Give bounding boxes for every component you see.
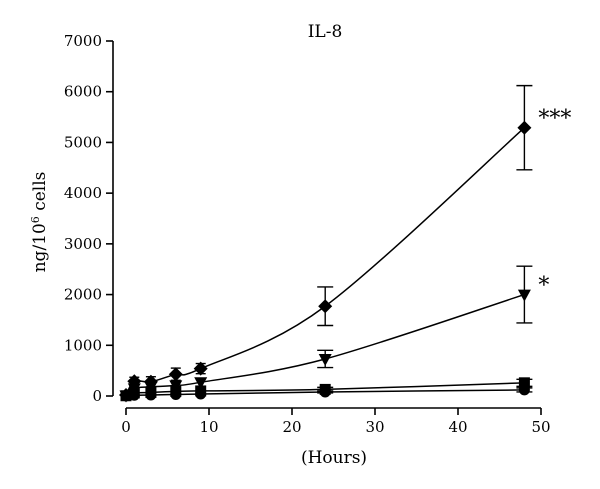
series-circle xyxy=(120,384,533,402)
square-marker xyxy=(518,377,530,389)
annotation-layer: **** xyxy=(538,107,571,299)
y-axis-title: ng/106 cells xyxy=(29,172,50,273)
y-tick-label: 2000 xyxy=(64,286,102,304)
series-layer xyxy=(119,84,533,403)
axes xyxy=(112,41,541,409)
x-axis-title: (Hours) xyxy=(301,448,367,468)
triangle-marker xyxy=(194,377,208,390)
chart-title: IL-8 xyxy=(308,22,343,42)
circle-marker xyxy=(120,390,132,402)
diamond-marker xyxy=(517,120,532,135)
y-tick-label: 3000 xyxy=(64,235,102,253)
y-axis-ticks: 0 1000 2000 3000 4000 5000 6000 7000 xyxy=(64,32,113,405)
x-tick-label: 20 xyxy=(282,418,301,436)
y-tick-label: 1000 xyxy=(64,336,102,354)
triangle-marker xyxy=(517,289,531,302)
y-axis-title-superscript: 6 xyxy=(29,216,42,223)
y-axis-title-base: ng/10 xyxy=(30,223,50,272)
x-tick-label: 0 xyxy=(121,418,131,436)
significance-annotation: * xyxy=(538,274,549,299)
x-tick-label: 30 xyxy=(365,418,384,436)
circle-marker xyxy=(170,388,182,400)
circle-marker xyxy=(518,384,530,396)
x-tick-label: 40 xyxy=(448,418,467,436)
circle-marker xyxy=(319,386,331,398)
circle-marker xyxy=(195,388,207,400)
diamond-marker xyxy=(168,367,183,382)
circle-marker xyxy=(145,389,157,401)
circle-marker xyxy=(128,389,140,401)
y-tick-label: 6000 xyxy=(64,83,102,101)
diamond-marker xyxy=(193,361,208,376)
diamond-marker xyxy=(318,299,333,314)
x-tick-label: 50 xyxy=(531,418,550,436)
y-tick-label: 5000 xyxy=(64,133,102,151)
x-axis-ticks: 0 10 20 30 40 50 xyxy=(121,408,551,436)
significance-annotation: *** xyxy=(538,107,571,132)
y-axis-title-tail: cells xyxy=(30,172,50,217)
y-tick-label: 0 xyxy=(92,387,102,405)
y-tick-label: 4000 xyxy=(64,184,102,202)
y-tick-label: 7000 xyxy=(64,32,102,50)
triangle-marker xyxy=(318,353,332,366)
x-tick-label: 10 xyxy=(199,418,218,436)
